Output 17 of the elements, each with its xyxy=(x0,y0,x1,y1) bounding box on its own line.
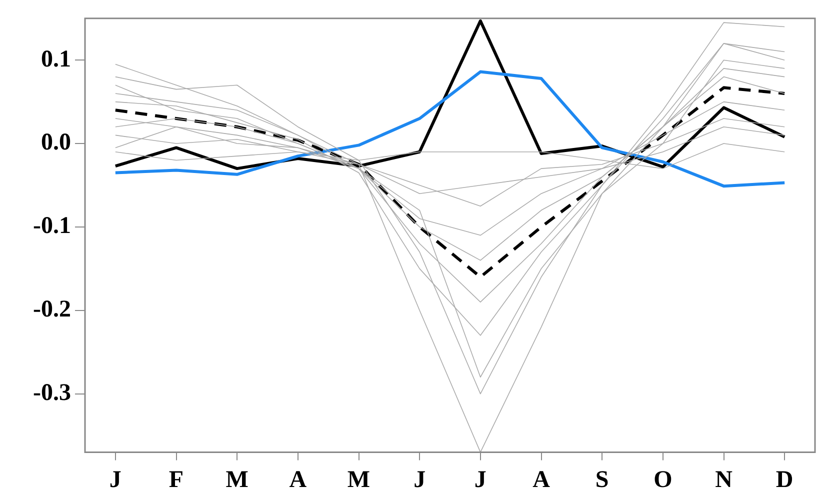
x-tick-label: D xyxy=(776,466,794,493)
x-tick-label: J xyxy=(414,466,426,493)
x-tick-label: S xyxy=(595,466,609,493)
x-tick-label: F xyxy=(168,466,184,493)
x-tick-label: O xyxy=(654,466,672,493)
x-tick-label: J xyxy=(474,466,486,493)
x-tick-label: J xyxy=(109,466,122,493)
x-tick-label: A xyxy=(289,466,308,493)
y-tick-label: -0.1 xyxy=(33,213,71,240)
y-tick-label: 0.0 xyxy=(41,130,71,156)
x-tick-label: M xyxy=(347,466,370,493)
y-tick-label: 0.1 xyxy=(41,46,71,72)
x-tick-label: A xyxy=(532,466,551,493)
x-tick-label: N xyxy=(715,466,734,493)
x-tick-label: M xyxy=(226,466,248,493)
y-tick-label: -0.3 xyxy=(33,380,71,406)
y-tick-label: -0.2 xyxy=(33,296,71,323)
